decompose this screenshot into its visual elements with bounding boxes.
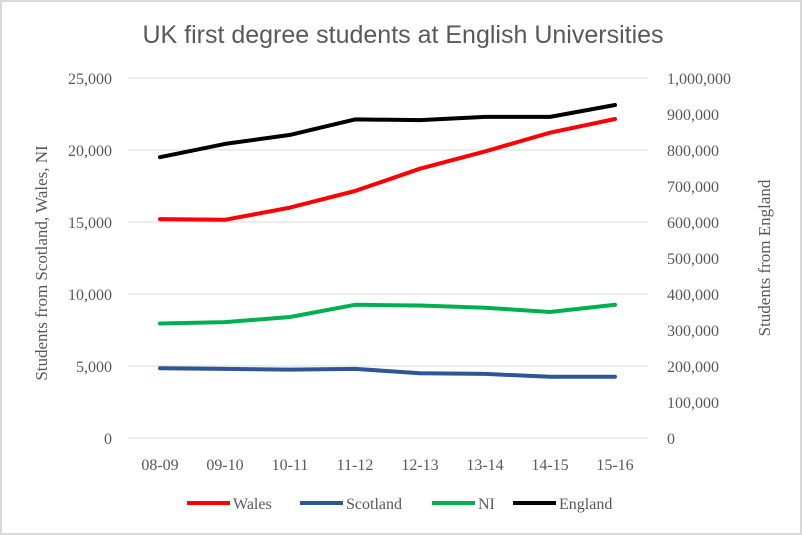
y2-tick-label: 700,000 <box>667 179 719 196</box>
gridlines <box>128 77 648 439</box>
legend-item-ni: NI <box>432 496 495 513</box>
y-tick-label: 15,000 <box>68 215 112 232</box>
y-tick-label: 5,000 <box>76 359 112 376</box>
series-lines <box>158 103 617 379</box>
x-tick-label: 12-13 <box>401 457 438 474</box>
y2-tick-label: 500,000 <box>667 251 719 268</box>
y2-tick-label: 900,000 <box>667 107 719 124</box>
legend-label: NI <box>478 496 495 513</box>
y-tick-label: 20,000 <box>68 143 112 160</box>
y-tick-label: 0 <box>104 431 112 448</box>
chart-title: UK first degree students at English Univ… <box>142 21 664 49</box>
y-axis-left-title: Students from Scotland, Wales, NI <box>32 145 51 381</box>
legend-label: England <box>559 496 612 513</box>
y2-tick-label: 0 <box>667 431 675 448</box>
legend: Wales Scotland NI England <box>187 496 612 513</box>
y-tick-label: 25,000 <box>68 71 112 88</box>
legend-item-scotland: Scotland <box>300 496 402 513</box>
y2-tick-label: 300,000 <box>667 323 719 340</box>
y2-tick-label: 200,000 <box>667 359 719 376</box>
x-tick-label: 11-12 <box>337 457 374 474</box>
x-tick-label: 10-11 <box>272 457 309 474</box>
x-tick-label: 08-09 <box>141 457 178 474</box>
y2-tick-label: 800,000 <box>667 143 719 160</box>
legend-item-england: England <box>513 496 612 513</box>
series-line-ni <box>158 302 617 326</box>
x-axis: 08-09 09-10 10-11 11-12 12-13 13-14 14-15 15-16 <box>141 457 633 474</box>
series-line-england <box>158 103 617 160</box>
y2-tick-label: 1,000,000 <box>667 71 731 88</box>
x-tick-label: 13-14 <box>466 457 503 474</box>
y2-tick-label: 100,000 <box>667 395 719 412</box>
y2-tick-label: 600,000 <box>667 215 719 232</box>
legend-label: Wales <box>233 496 272 513</box>
y-axis-right: 0 100,000 200,000 300,000 400,000 500,000 600,… <box>667 71 731 448</box>
legend-item-wales: Wales <box>187 496 272 513</box>
x-tick-label: 15-16 <box>596 457 633 474</box>
x-tick-label: 14-15 <box>531 457 568 474</box>
y-axis-left: 0 5,000 10,000 15,000 20,000 25,000 <box>68 71 112 448</box>
y2-tick-label: 400,000 <box>667 287 719 304</box>
y-tick-label: 10,000 <box>68 287 112 304</box>
legend-label: Scotland <box>346 496 402 513</box>
series-line-scotland <box>158 366 617 379</box>
x-tick-label: 09-10 <box>206 457 243 474</box>
series-line-wales <box>158 117 617 222</box>
y-axis-right-title: Students from England <box>755 179 774 336</box>
